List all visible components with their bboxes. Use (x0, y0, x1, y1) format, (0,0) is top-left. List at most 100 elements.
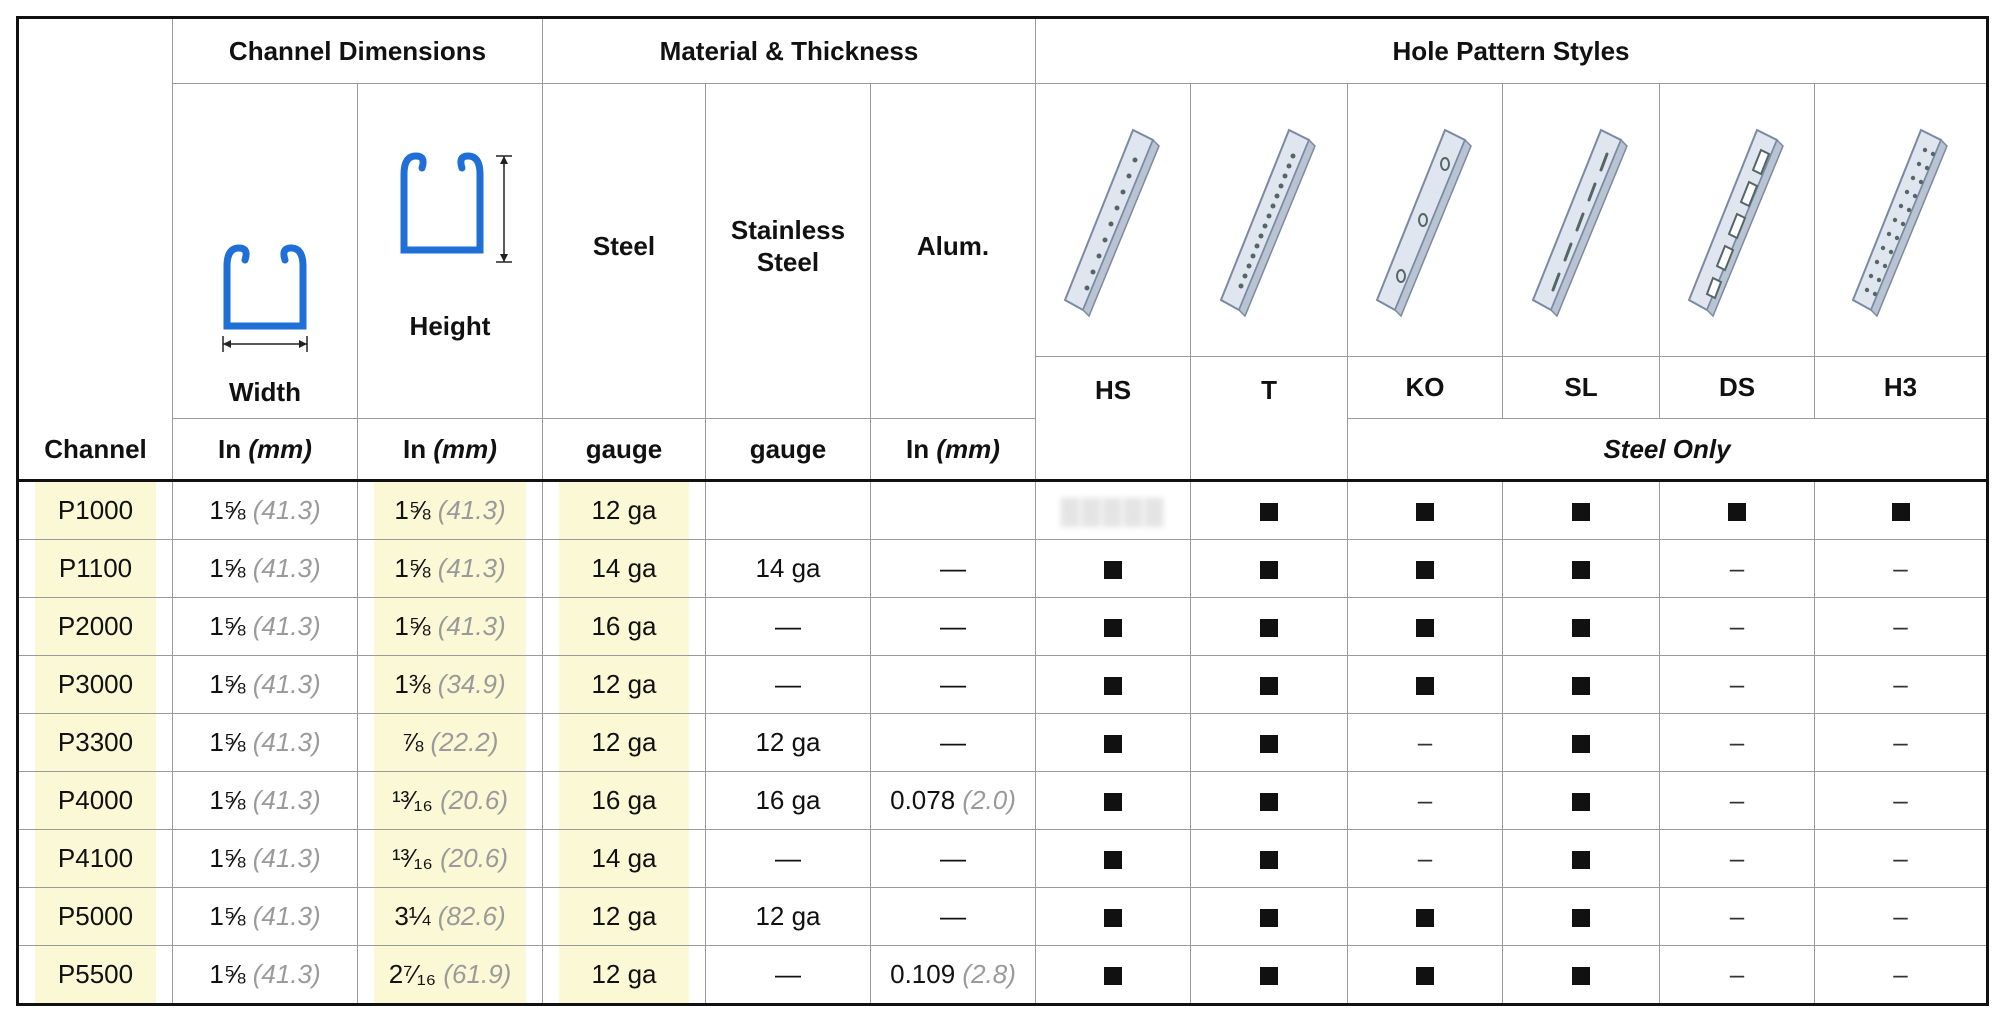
hs-image-cell (1035, 83, 1192, 357)
height-in: 3¼ (394, 901, 431, 931)
hole-pattern-styles-header: Hole Pattern Styles (1035, 17, 1989, 84)
unavailable-marker: – (1729, 843, 1745, 873)
height-mm: (82.6) (437, 901, 506, 931)
available-marker-icon (1260, 851, 1279, 870)
hole-hs-cell: ▓▓▓▓▓ (1035, 479, 1192, 540)
hole-t-cell (1190, 479, 1349, 540)
ds-image-cell (1659, 83, 1816, 357)
hole-ds-cell: – (1659, 945, 1816, 1005)
height-mm: (61.9) (443, 959, 512, 989)
channel-name: P4000 (35, 772, 156, 829)
available-marker-icon (1572, 793, 1591, 812)
height-mm: (41.3) (437, 495, 506, 525)
alum-mm: (2.0) (962, 785, 1016, 815)
stainless-cell: — (705, 945, 871, 1005)
available-marker-icon (1572, 677, 1591, 696)
steel-cell: 12 ga (542, 713, 706, 772)
available-marker-icon (1572, 561, 1591, 580)
hole-sl-cell (1502, 945, 1661, 1005)
hole-hs-cell (1035, 597, 1192, 656)
steel-gauge: 12 ga (559, 482, 689, 539)
hole-sl-cell (1502, 597, 1661, 656)
channel-header: Channel (44, 434, 147, 464)
alum-cell: — (869, 887, 1037, 946)
height-label: Height (409, 311, 491, 341)
width-cell: 1⅝ (41.3) (172, 479, 358, 540)
alum-unit-mm: (mm) (936, 433, 1000, 464)
available-marker-icon (1104, 735, 1123, 754)
steel-gauge: 16 ga (559, 598, 689, 655)
steel-gauge: 12 ga (559, 714, 689, 771)
hole-code-h3: H3 (1814, 356, 1989, 419)
alum-cell: — (869, 713, 1037, 772)
height-in: ¹³⁄₁₆ (391, 843, 433, 873)
height-cell: ⅞ (22.2) (357, 713, 543, 772)
alum-in: 0.078 (890, 785, 956, 815)
width-mm: (41.3) (252, 959, 321, 989)
width-mm: (41.3) (252, 727, 321, 757)
available-marker-icon (1260, 735, 1279, 754)
stainless-cell: 12 ga (705, 887, 871, 946)
width-cell: 1⅝ (41.3) (172, 539, 358, 598)
unavailable-marker: – (1893, 669, 1908, 699)
available-marker-icon (1260, 503, 1279, 522)
hole-t-cell (1190, 655, 1349, 714)
channel-spec-table: Channel Channel Dimensions Material & Th… (16, 16, 1990, 1006)
stainless-cell: — (705, 655, 871, 714)
width-in: 1⅝ (209, 727, 246, 757)
table-row: P5000 1⅝ (41.3) 3¼ (82.6) 12 ga 12 ga — – – (17, 887, 1989, 946)
unavailable-marker: – (1893, 785, 1908, 815)
height-cell: 1⅜ (34.9) (357, 655, 543, 714)
channel-height-diagram-icon (400, 152, 512, 263)
table-body: P1000 1⅝ (41.3) 1⅝ (41.3) 12 ga ▓▓▓▓▓ P1100 1… (17, 479, 1989, 1005)
hole-h3-cell: – (1814, 887, 1989, 946)
height-header-cell: Height (357, 83, 543, 419)
width-header-cell: Width (172, 83, 358, 419)
unavailable-marker: – (1893, 727, 1908, 757)
channel-name: P1000 (35, 482, 156, 539)
stainless-cell (705, 479, 871, 540)
steel-gauge: 12 ga (559, 888, 689, 945)
available-marker-icon (1416, 677, 1435, 696)
hole-ko-cell (1347, 655, 1504, 714)
width-in: 1⅝ (209, 669, 246, 699)
hole-ds-cell: – (1659, 887, 1816, 946)
steel-unit: gauge (542, 418, 706, 481)
width-cell: 1⅝ (41.3) (172, 655, 358, 714)
hole-h3-cell: – (1814, 597, 1989, 656)
available-marker-icon (1416, 619, 1435, 638)
group-header-row: Channel Channel Dimensions Material & Th… (17, 17, 1989, 481)
hole-sl-cell (1502, 539, 1661, 598)
alum-cell: — (869, 829, 1037, 888)
height-cell: 1⅝ (41.3) (357, 539, 543, 598)
available-marker-icon (1416, 503, 1435, 522)
unavailable-marker: – (1729, 553, 1745, 583)
height-unit-in: In (403, 433, 427, 464)
hole-h3-cell: – (1814, 945, 1989, 1005)
channel-cell: P3000 (17, 655, 173, 714)
steel-cell: 12 ga (542, 479, 706, 540)
available-marker-icon (1572, 851, 1591, 870)
available-marker-icon (1104, 909, 1123, 928)
h3-image-cell (1814, 83, 1989, 357)
hole-hs-cell (1035, 829, 1192, 888)
hole-ko-cell (1347, 945, 1504, 1005)
obscured-content: ▓▓▓▓▓ (1060, 495, 1166, 525)
hole-h3-cell: – (1814, 539, 1989, 598)
stainless-gauge: — (775, 843, 801, 873)
width-cell: 1⅝ (41.3) (172, 597, 358, 656)
channel-cell: P1100 (17, 539, 173, 598)
available-marker-icon (1416, 561, 1435, 580)
alum-unit-in: In (906, 433, 930, 464)
hole-ds-cell: – (1659, 771, 1816, 830)
unavailable-marker: – (1729, 669, 1745, 699)
available-marker-icon (1104, 967, 1123, 986)
ds-channel-icon (1687, 128, 1784, 318)
width-unit-in: In (218, 433, 242, 464)
stainless-label-line1: Stainless (730, 215, 846, 245)
available-marker-icon (1260, 967, 1279, 986)
steel-gauge: 12 ga (559, 946, 689, 1003)
stainless-gauge: — (775, 959, 801, 989)
hole-ko-cell: – (1347, 713, 1504, 772)
width-unit-mm: (mm) (248, 433, 312, 464)
